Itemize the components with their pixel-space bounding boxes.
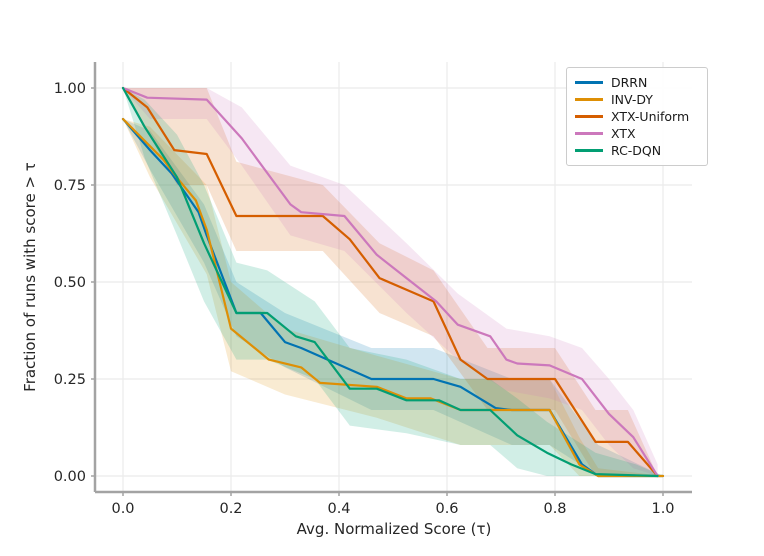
legend-item-XTX: XTX <box>575 125 699 142</box>
y-tick-label: 0.00 <box>54 469 86 485</box>
legend-item-XTX-Uniform: XTX-Uniform <box>575 108 699 125</box>
series-line-RC-DQN <box>121 86 659 478</box>
band-RC-DQN <box>123 88 663 476</box>
band-DRRN <box>123 119 663 476</box>
series-line-XTX-Uniform <box>121 86 659 478</box>
legend-item-DRRN: DRRN <box>575 74 699 91</box>
legend-swatch-XTX-Uniform <box>575 115 603 118</box>
x-tick-label: 0.0 <box>111 501 134 517</box>
y-tick-label: 0.25 <box>54 372 86 388</box>
x-tick-label: 0.4 <box>327 501 350 517</box>
y-tick-label: 0.75 <box>54 178 86 194</box>
x-tick-label: 0.6 <box>435 501 458 517</box>
legend-label: INV-DY <box>611 92 653 107</box>
legend-label: XTX-Uniform <box>611 109 690 124</box>
legend-swatch-XTX <box>575 132 603 135</box>
legend-swatch-INV-DY <box>575 98 603 101</box>
x-tick-label: 1.0 <box>651 501 674 517</box>
legend-item-RC-DQN: RC-DQN <box>575 142 699 159</box>
y-axis-label: Fraction of runs with score > τ <box>21 162 39 392</box>
legend-swatch-DRRN <box>575 81 603 84</box>
series-line-XTX <box>121 86 659 478</box>
x-axis-label: Avg. Normalized Score (τ) <box>296 520 492 538</box>
band-INV-DY <box>123 119 663 476</box>
y-tick-label: 0.50 <box>54 275 86 291</box>
legend: DRRN INV-DY XTX-Uniform XTX RC-DQN <box>566 67 708 166</box>
x-tick-label: 0.8 <box>543 501 566 517</box>
y-tick-label: 1.00 <box>54 81 86 97</box>
legend-label: DRRN <box>611 75 648 90</box>
legend-item-INV-DY: INV-DY <box>575 91 699 108</box>
legend-swatch-RC-DQN <box>575 149 603 152</box>
x-tick-label: 0.2 <box>219 501 242 517</box>
legend-label: XTX <box>611 126 636 141</box>
legend-label: RC-DQN <box>611 143 662 158</box>
